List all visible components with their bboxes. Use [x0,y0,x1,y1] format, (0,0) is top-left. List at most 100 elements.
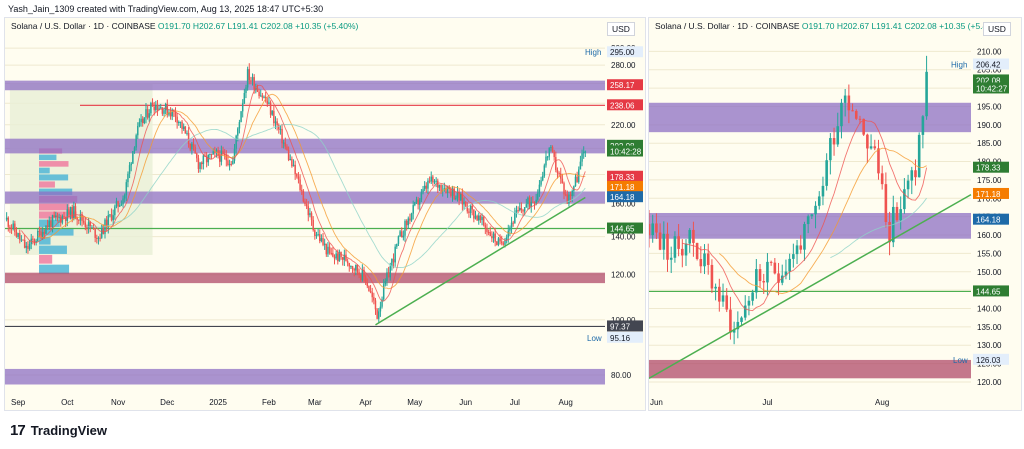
right-legend-symbol: Solana / U.S. Dollar · 1D · COINBASE [655,21,800,31]
candle-body [914,170,917,178]
candle-body [714,286,717,289]
candle-body [268,102,270,104]
candle-body [241,103,244,112]
candle-body [312,219,314,231]
candle-body [829,138,832,161]
candle-body [130,163,132,166]
x-tick-label: Feb [262,398,276,407]
candle-body [127,173,129,183]
volume-profile-bar [39,181,55,188]
candle-body [109,214,111,216]
candle-body [459,193,462,201]
candle-body [99,237,101,239]
candle-body [519,207,521,211]
candle-body [469,205,472,214]
trendline [375,196,586,326]
tradingview-logo-icon: 17 [10,422,26,439]
candle-body [747,300,751,306]
candle-body [41,231,44,238]
candle-body [478,215,480,221]
candle-body [282,142,285,144]
candle-body [417,199,419,205]
candle-body [158,108,160,111]
zone-band [5,80,605,91]
candle-body [514,212,516,224]
candle-body [186,132,188,134]
right-legend-open: O191.70 [801,21,835,31]
candle-body [281,128,283,144]
right-currency-button[interactable]: USD [983,22,1011,36]
price-label: 164.18 [610,193,635,202]
trendline [649,193,972,379]
candle-body [128,165,131,174]
right-chart-pane[interactable]: Solana / U.S. Dollar · 1D · COINBASE O19… [648,17,1022,411]
x-tick-label: Aug [875,398,889,407]
candle-body [233,148,236,161]
candle-body [235,135,237,149]
y-tick-label: 150.00 [977,268,1002,277]
candle-body [405,220,408,226]
candle-body [182,126,185,130]
candle-body [364,276,367,283]
candle-body [368,286,370,292]
candle-body [359,274,362,280]
candle-body [528,197,531,207]
candle-body [232,160,234,165]
candle-body [255,87,257,90]
candle-body [314,230,316,236]
candle-body [649,224,651,236]
candle-body [33,239,36,243]
candle-body [322,238,324,245]
price-label-bg [607,180,643,192]
candle-body [458,191,460,201]
candle-body [695,242,699,260]
candle-body [17,233,19,237]
candle-body [330,253,332,255]
candle-body [481,216,483,221]
candle-body [369,291,372,293]
candle-body [199,162,201,169]
candle-body [196,153,198,159]
candle-body [273,111,275,124]
candle-body [215,150,218,152]
candle-body [906,180,910,190]
candle-body [332,253,334,257]
high-value-label-bg [973,58,1009,70]
candle-body [325,243,328,255]
candle-body [553,151,555,158]
left-chart-svg[interactable]: 300.00280.00260.00240.00220.00200.00180.… [5,18,645,410]
candle-body [814,205,817,215]
candle-body [836,126,840,145]
zone-band [649,102,971,133]
candle-body [392,258,395,263]
candle-body [7,217,10,227]
low-value-label-bg [607,331,643,343]
candle-body [214,151,216,153]
candle-body [197,158,200,169]
candle-body [903,189,906,210]
candle-body [137,125,139,136]
candle-body [76,217,78,220]
candle-body [120,204,123,206]
candle-body [153,106,155,111]
candle-body [494,233,496,242]
left-currency-button[interactable]: USD [607,22,635,36]
candle-body [409,218,411,221]
candle-body [181,121,183,130]
candle-body [450,189,452,196]
candle-body [132,150,134,164]
candle-body [305,204,308,207]
candle-body [150,103,152,114]
right-chart-svg[interactable]: 210.00205.00200.00195.00190.00185.00180.… [649,18,1021,410]
candle-body [350,265,352,267]
candle-body [404,220,406,236]
candle-body [387,272,390,278]
candle-body [473,209,475,219]
candle-body [66,209,69,221]
left-chart-pane[interactable]: Solana / U.S. Dollar · 1D · COINBASE O19… [4,17,646,411]
candle-body [205,156,208,163]
candle-body [374,300,377,310]
x-tick-label: Sep [11,398,26,407]
candle-body [327,246,329,255]
candle-body [97,237,100,239]
